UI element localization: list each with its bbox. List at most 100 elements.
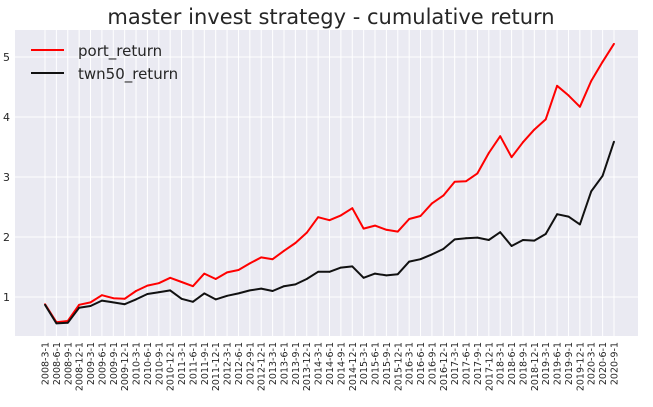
data-point-twn50-return — [556, 213, 558, 216]
x-tick-label: 2010-6-1 — [143, 342, 154, 385]
data-point-port-return — [283, 249, 285, 252]
x-tick-label: 2017-12-1 — [484, 342, 495, 391]
data-point-twn50-return — [431, 253, 433, 256]
data-point-port-return — [510, 156, 513, 159]
data-point-twn50-return — [476, 236, 479, 239]
legend-label-twn50-return: twn50_return — [78, 65, 178, 84]
data-point-twn50-return — [374, 272, 376, 275]
data-point-port-return — [180, 281, 183, 283]
data-point-twn50-return — [226, 294, 228, 297]
x-tick-label: 2011-3-1 — [177, 342, 188, 385]
data-point-port-return — [305, 231, 308, 234]
x-tick-label: 2018-6-1 — [507, 342, 518, 385]
data-point-twn50-return — [305, 278, 308, 280]
data-point-port-return — [135, 290, 137, 292]
x-tick-label: 2013-9-1 — [291, 342, 302, 385]
data-point-twn50-return — [260, 287, 263, 290]
x-tick-label: 2016-9-1 — [427, 342, 438, 385]
data-point-twn50-return — [578, 223, 581, 226]
chart-title: master invest strategy - cumulative retu… — [107, 5, 554, 29]
x-tick-label: 2014-6-1 — [325, 342, 336, 385]
x-tick-label: 2019-9-1 — [564, 342, 575, 385]
data-point-port-return — [89, 301, 92, 304]
data-point-port-return — [351, 207, 354, 210]
data-point-twn50-return — [544, 233, 547, 235]
x-tick-label: 2015-9-1 — [382, 342, 393, 385]
data-point-port-return — [101, 294, 103, 297]
data-point-port-return — [260, 256, 263, 259]
data-point-port-return — [556, 84, 558, 87]
data-point-twn50-return — [101, 299, 103, 302]
data-point-twn50-return — [123, 303, 126, 306]
x-tick-label: 2008-3-1 — [41, 342, 52, 385]
data-point-twn50-return — [465, 237, 467, 240]
x-tick-label: 2014-12-1 — [348, 342, 359, 391]
x-tick-label: 2018-9-1 — [518, 342, 529, 385]
data-point-twn50-return — [396, 273, 399, 276]
x-tick-label: 2019-3-1 — [541, 342, 552, 385]
data-point-port-return — [374, 224, 376, 227]
data-point-twn50-return — [283, 285, 285, 288]
data-point-twn50-return — [419, 258, 422, 261]
y-tick-label: 1 — [3, 291, 10, 304]
x-tick-label: 2015-3-1 — [359, 342, 370, 385]
data-point-twn50-return — [237, 292, 240, 295]
y-tick-label: 2 — [3, 231, 10, 244]
data-point-twn50-return — [112, 301, 115, 304]
y-tick-label: 5 — [3, 51, 10, 64]
data-point-port-return — [453, 180, 456, 183]
data-point-twn50-return — [328, 270, 331, 273]
x-tick-label: 2013-6-1 — [279, 342, 290, 385]
data-point-port-return — [396, 230, 399, 233]
data-point-port-return — [362, 227, 365, 230]
data-point-twn50-return — [533, 239, 536, 242]
data-point-port-return — [590, 80, 593, 82]
data-point-twn50-return — [271, 290, 274, 292]
data-point-port-return — [465, 180, 467, 183]
data-point-twn50-return — [146, 293, 149, 295]
x-tick-label: 2011-12-1 — [211, 342, 222, 391]
x-tick-label: 2010-3-1 — [132, 342, 143, 385]
x-tick-label: 2008-9-1 — [63, 342, 74, 385]
x-tick-label: 2010-12-1 — [166, 342, 177, 391]
data-point-twn50-return — [89, 305, 92, 307]
data-point-twn50-return — [487, 239, 490, 241]
data-point-twn50-return — [613, 140, 615, 143]
data-point-port-return — [578, 105, 581, 108]
data-point-twn50-return — [294, 283, 297, 286]
data-point-port-return — [533, 128, 536, 131]
data-point-port-return — [157, 282, 160, 285]
x-tick-label: 2019-6-1 — [553, 342, 564, 385]
legend: port_return twn50_return — [31, 42, 178, 84]
x-tick-label: 2014-3-1 — [314, 342, 325, 385]
data-point-port-return — [271, 258, 274, 261]
x-tick-label: 2015-12-1 — [393, 342, 404, 391]
x-tick-label: 2018-12-1 — [530, 342, 541, 391]
data-point-twn50-return — [157, 291, 160, 294]
data-point-twn50-return — [567, 215, 570, 218]
x-tick-label: 2008-6-1 — [52, 342, 63, 385]
x-tick-label: 2020-9-1 — [610, 342, 621, 385]
x-tick-label: 2013-12-1 — [302, 342, 313, 391]
data-point-port-return — [339, 214, 342, 217]
x-tick-label: 2020-3-1 — [587, 342, 598, 385]
data-point-port-return — [522, 141, 524, 144]
data-point-twn50-return — [362, 276, 365, 279]
data-point-port-return — [226, 271, 228, 274]
x-tick-label: 2008-12-1 — [75, 342, 86, 391]
x-axis-ticks: 2008-3-1 2008-6-1 2008-9-1 2008-12-1 2009-3-… — [41, 342, 621, 391]
data-point-twn50-return — [453, 238, 456, 241]
x-tick-label: 2014-9-1 — [336, 342, 347, 385]
y-tick-label: 3 — [3, 171, 10, 184]
data-point-port-return — [431, 202, 433, 205]
x-tick-label: 2016-6-1 — [416, 342, 427, 385]
data-point-port-return — [214, 278, 217, 280]
data-point-port-return — [408, 218, 411, 220]
data-point-twn50-return — [203, 292, 206, 295]
data-point-twn50-return — [78, 306, 81, 309]
x-tick-label: 2009-6-1 — [97, 342, 108, 385]
data-point-twn50-return — [317, 270, 320, 273]
data-point-twn50-return — [351, 265, 354, 268]
data-point-port-return — [328, 219, 331, 222]
